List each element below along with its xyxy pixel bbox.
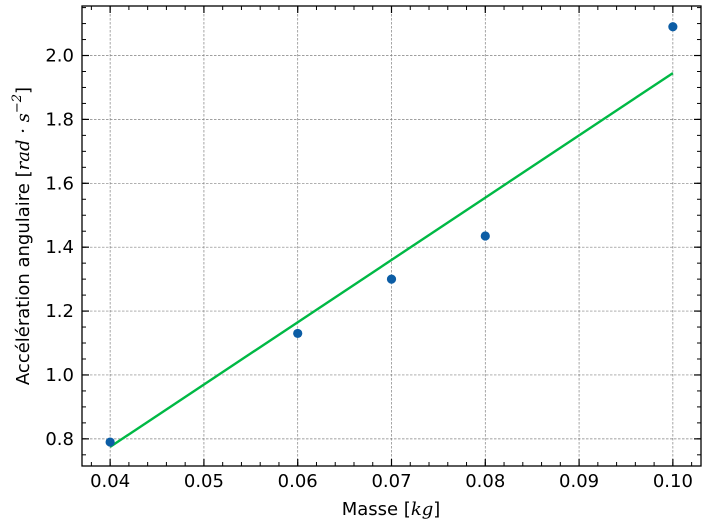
data-point [480,231,490,241]
x-tick-label: 0.06 [278,471,318,492]
data-point [105,437,115,447]
data-point [386,274,397,284]
y-axis-label-unit: rad · s [13,113,34,170]
y-tick-label: 1.6 [45,173,74,194]
y-tick-label: 1.8 [45,109,74,130]
fit-line-layer [109,72,674,448]
points-layer [105,22,678,447]
y-tick-label: 0.8 [45,429,74,450]
x-tick-label: 0.10 [653,471,693,492]
x-tick-label: 0.05 [184,471,224,492]
x-tick-label: 0.07 [371,471,411,492]
y-tick-label: 1.2 [45,301,74,322]
x-axis-label: Masse [kg] [342,499,441,520]
plot-frame [81,5,702,467]
ticks [82,6,701,466]
y-tick-label: 1.0 [45,365,74,386]
x-axis-label-unit: kg [411,499,433,520]
y-tick-labels: 0.8 1.0 1.2 1.4 1.6 1.8 2.0 [45,46,74,450]
fit-line [109,72,674,448]
y-axis-label-exponent: −2 [10,94,25,113]
data-point [668,22,678,32]
y-axis-label-suffix: ] [13,87,34,94]
x-tick-labels: 0.04 0.05 0.06 0.07 0.08 0.09 0.10 [90,471,693,492]
y-tick-label: 2.0 [45,46,74,67]
y-tick-label: 1.4 [45,237,74,258]
x-tick-label: 0.04 [90,471,130,492]
x-tick-label: 0.08 [465,471,505,492]
y-axis-label: Accélération angulaire [rad · s−2] [10,87,34,385]
x-tick-label: 0.09 [559,471,599,492]
y-axis-label-prefix: Accélération angulaire [ [13,170,34,385]
x-axis-label-suffix: ] [433,499,440,520]
x-axis-label-prefix: Masse [ [342,499,411,520]
data-point [293,328,303,339]
